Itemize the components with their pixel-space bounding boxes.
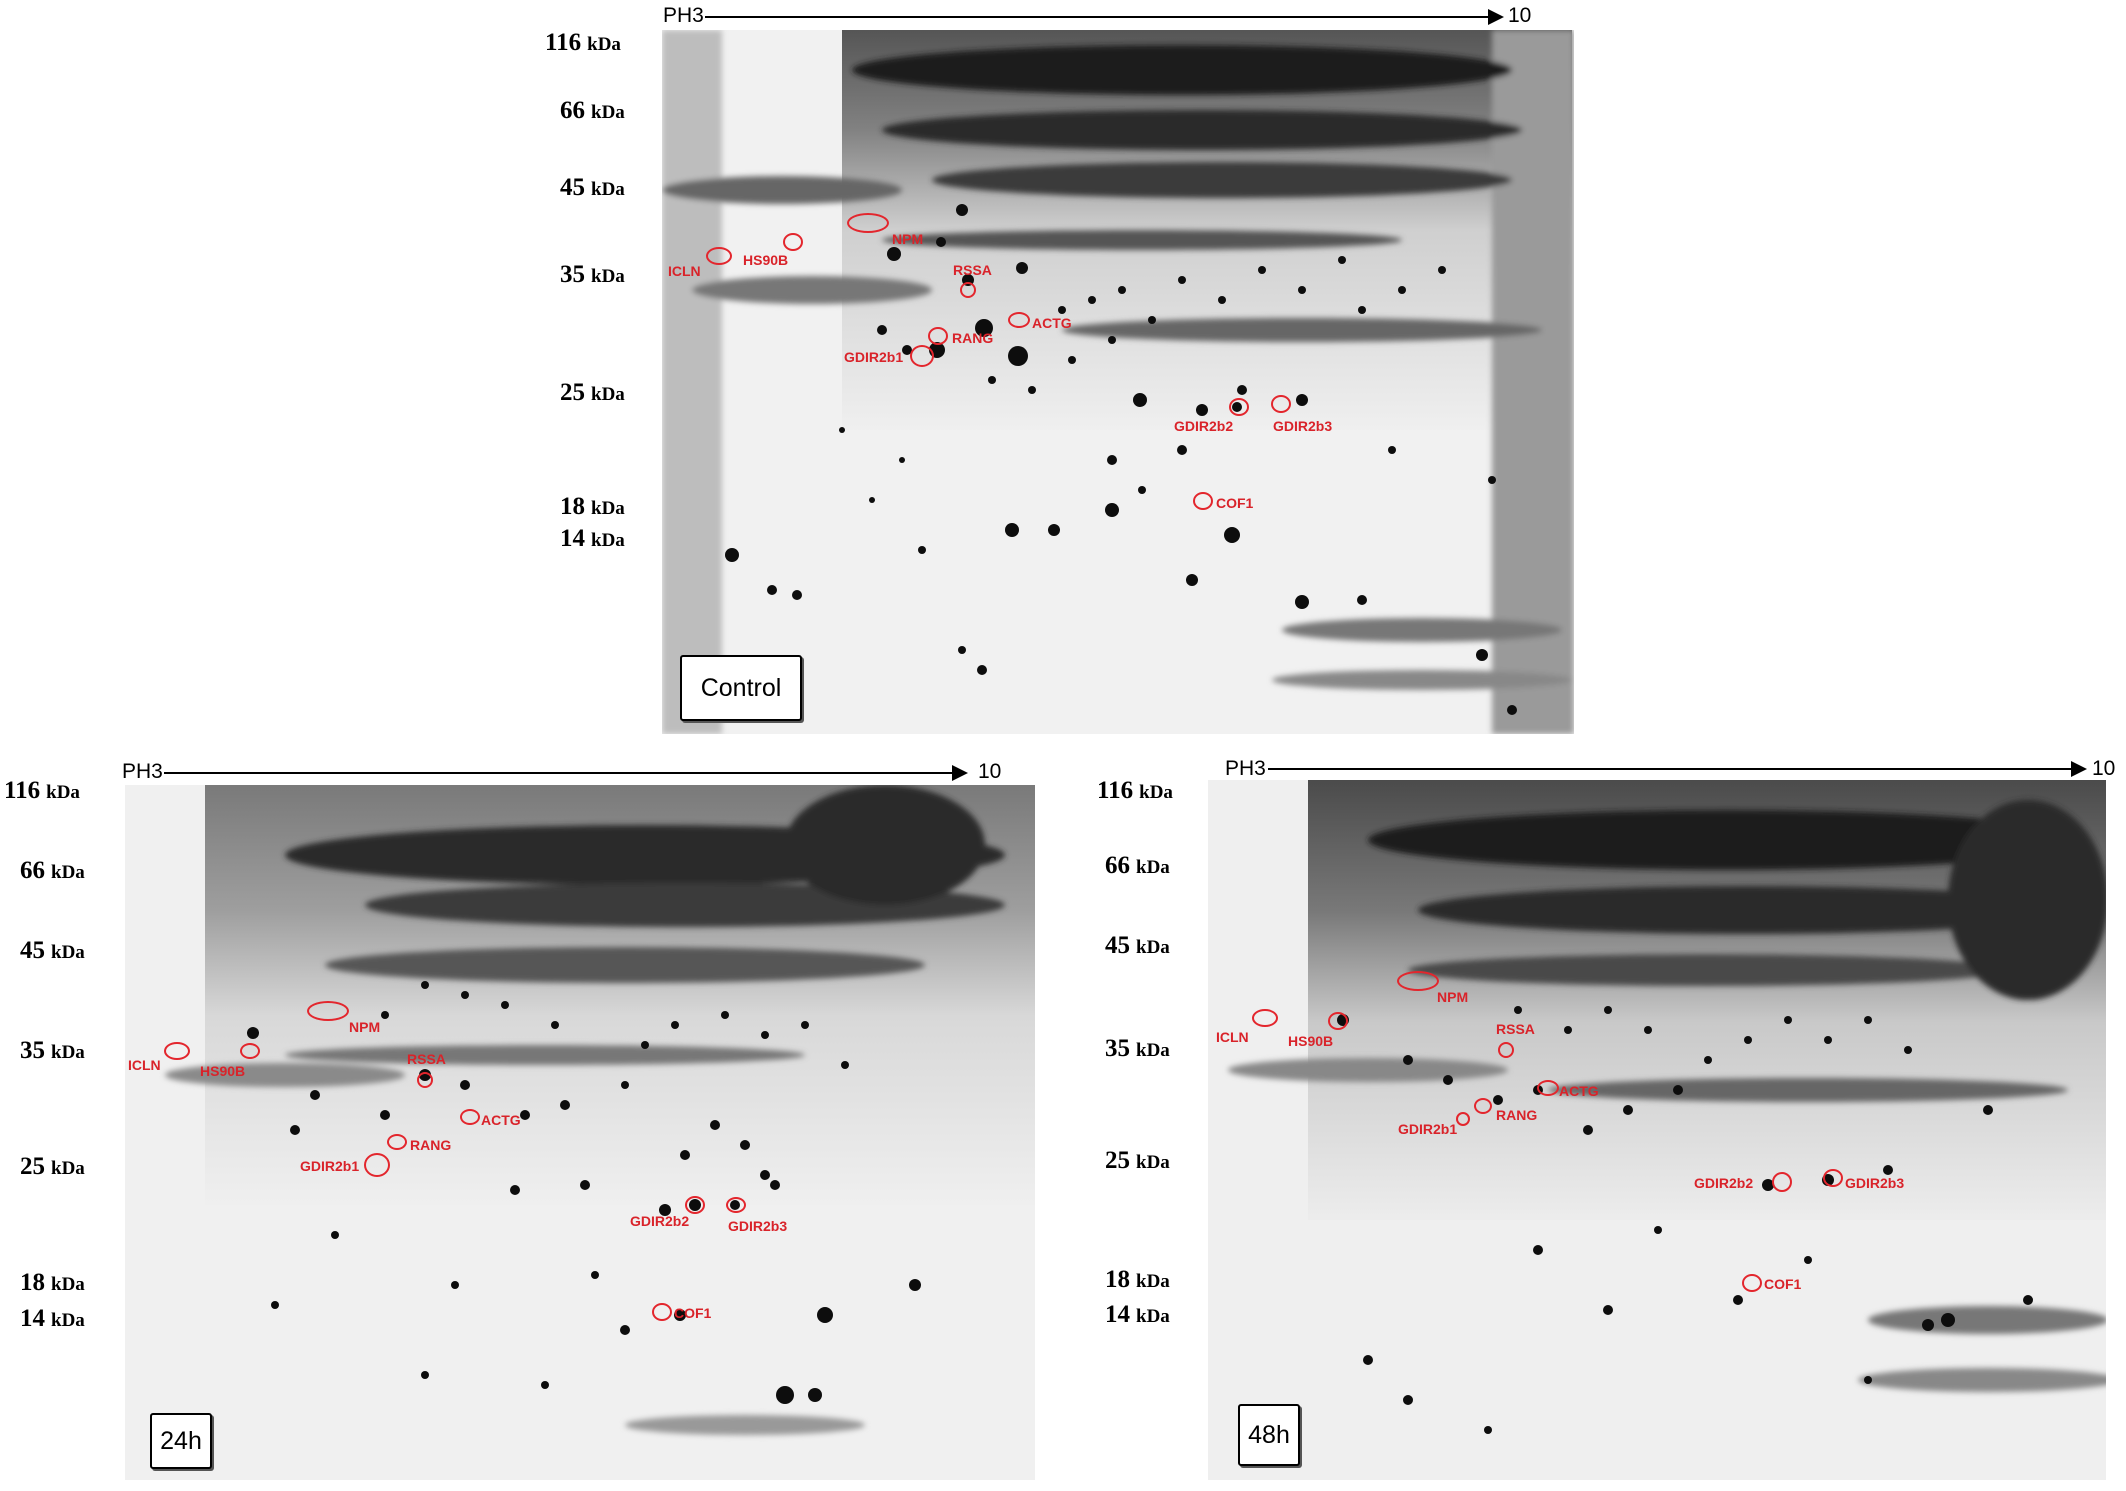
gel-image-24h: [125, 785, 1035, 1480]
gel-image-control: [662, 30, 1574, 734]
ph-gradient-arrow: [1268, 761, 2087, 777]
mw-marker-66: 66 kDa: [560, 97, 625, 124]
spot-label-gdir2b3: GDIR2b3: [728, 1218, 788, 1234]
mw-marker-35: 35 kDa: [20, 1037, 85, 1064]
spot-marker-icln: [706, 247, 732, 265]
mw-marker-66: 66 kDa: [1105, 852, 1170, 879]
gel-image-48h: [1208, 780, 2106, 1480]
mw-marker-25: 25 kDa: [20, 1153, 85, 1180]
spot-marker-gdir2b3: [726, 1197, 746, 1213]
spot-label-rang: RANG: [410, 1137, 452, 1153]
spot-label-rssa: RSSA: [407, 1051, 446, 1067]
mw-marker-66: 66 kDa: [20, 857, 85, 884]
spot-label-gdir2b1: GDIR2b1: [1398, 1121, 1458, 1137]
spot-marker-rang: [928, 327, 948, 345]
spot-marker-rssa: [417, 1072, 433, 1088]
spot-marker-icln: [1252, 1009, 1278, 1027]
mw-marker-35: 35 kDa: [1105, 1035, 1170, 1062]
spot-marker-actg: [1537, 1080, 1559, 1096]
mw-marker-45: 45 kDa: [20, 937, 85, 964]
mw-marker-18: 18 kDa: [1105, 1266, 1170, 1293]
spot-label-npm: NPM: [349, 1019, 381, 1035]
spot-marker-hs90b: [1328, 1012, 1348, 1030]
spot-label-actg: ACTG: [481, 1112, 521, 1128]
mw-marker-35: 35 kDa: [560, 261, 625, 288]
spot-label-rang: RANG: [1496, 1107, 1538, 1123]
spot-label-gdir2b1: GDIR2b1: [300, 1158, 360, 1174]
ph-start-label: PH3: [1225, 757, 1266, 780]
condition-label-24h: 24h: [150, 1413, 212, 1469]
spot-label-gdir2b1: GDIR2b1: [844, 349, 904, 365]
mw-marker-25: 25 kDa: [560, 379, 625, 406]
spot-label-hs90b: HS90B: [200, 1063, 246, 1079]
spot-marker-gdir2b1: [1456, 1112, 1470, 1126]
spot-marker-cof1: [1742, 1274, 1762, 1292]
spot-label-gdir2b3: GDIR2b3: [1273, 418, 1333, 434]
spot-marker-rang: [1474, 1098, 1492, 1114]
spot-label-gdir2b2: GDIR2b2: [1694, 1175, 1754, 1191]
ph-start-label: PH3: [122, 760, 163, 783]
mw-marker-45: 45 kDa: [560, 174, 625, 201]
ph-start-label: PH3: [663, 4, 704, 27]
ph-end-label: 10: [2092, 757, 2116, 780]
spot-marker-cof1: [1193, 492, 1213, 510]
spot-marker-gdir2b3: [1271, 395, 1291, 413]
spot-marker-npm: [307, 1001, 349, 1021]
spot-label-icln: ICLN: [128, 1057, 161, 1073]
mw-marker-45: 45 kDa: [1105, 932, 1170, 959]
mw-marker-116: 116 kDa: [545, 29, 621, 56]
mw-marker-18: 18 kDa: [560, 493, 625, 520]
condition-label-48h: 48h: [1238, 1404, 1300, 1466]
spot-marker-cof1: [652, 1303, 672, 1321]
spot-marker-icln: [164, 1042, 190, 1060]
spot-marker-rang: [387, 1134, 407, 1150]
spot-label-rssa: RSSA: [953, 262, 992, 278]
spot-marker-npm: [1397, 971, 1439, 991]
condition-label-control: Control: [680, 655, 802, 721]
spot-label-cof1: COF1: [1216, 495, 1254, 511]
spot-label-npm: NPM: [1437, 989, 1469, 1005]
mw-marker-14: 14 kDa: [1105, 1301, 1170, 1328]
mw-marker-18: 18 kDa: [20, 1269, 85, 1296]
ph-gradient-arrow: [705, 9, 1504, 25]
spot-label-hs90b: HS90B: [743, 252, 789, 268]
spot-marker-gdir2b1: [910, 345, 934, 367]
ph-end-label: 10: [1508, 4, 1532, 27]
spot-marker-rssa: [1498, 1042, 1514, 1058]
ph-gradient-arrow: [164, 765, 968, 781]
spot-label-gdir2b2: GDIR2b2: [1174, 418, 1234, 434]
spot-marker-gdir2b1: [364, 1153, 390, 1177]
spot-marker-gdir2b2: [1229, 398, 1249, 416]
spot-marker-actg: [1008, 312, 1030, 328]
spot-marker-gdir2b2: [685, 1196, 705, 1214]
mw-marker-116: 116 kDa: [4, 777, 80, 804]
spot-label-rang: RANG: [952, 330, 994, 346]
spot-marker-actg: [460, 1109, 480, 1125]
spot-label-hs90b: HS90B: [1288, 1033, 1334, 1049]
spot-marker-gdir2b3: [1823, 1169, 1843, 1187]
spot-marker-gdir2b2: [1772, 1172, 1792, 1192]
mw-marker-25: 25 kDa: [1105, 1147, 1170, 1174]
spot-marker-rssa: [960, 282, 976, 298]
spot-marker-npm: [847, 213, 889, 233]
spot-label-cof1: COF1: [674, 1305, 712, 1321]
spot-marker-hs90b: [240, 1043, 260, 1059]
spot-label-icln: ICLN: [1216, 1029, 1249, 1045]
mw-marker-116: 116 kDa: [1097, 777, 1173, 804]
spot-label-icln: ICLN: [668, 263, 701, 279]
spot-marker-hs90b: [783, 233, 803, 251]
spot-label-cof1: COF1: [1764, 1276, 1802, 1292]
mw-marker-14: 14 kDa: [20, 1305, 85, 1332]
mw-marker-14: 14 kDa: [560, 525, 625, 552]
spot-label-gdir2b3: GDIR2b3: [1845, 1175, 1905, 1191]
spot-label-gdir2b2: GDIR2b2: [630, 1213, 690, 1229]
ph-end-label: 10: [978, 760, 1002, 783]
spot-label-actg: ACTG: [1559, 1083, 1599, 1099]
spot-label-actg: ACTG: [1032, 315, 1072, 331]
spot-label-rssa: RSSA: [1496, 1021, 1535, 1037]
spot-label-npm: NPM: [892, 231, 924, 247]
